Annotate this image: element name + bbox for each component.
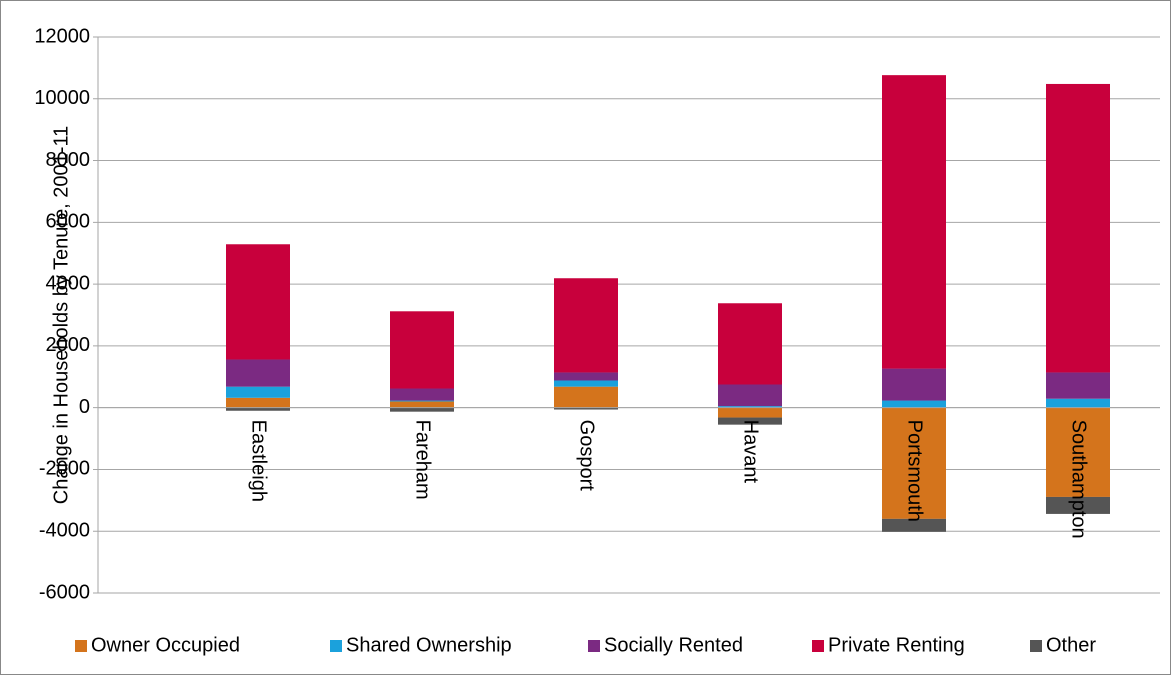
bar-segment xyxy=(718,384,782,407)
bar-segment xyxy=(882,368,946,401)
bar-segment xyxy=(1046,372,1110,399)
x-tick-label: Fareham xyxy=(412,420,434,500)
y-tick-label: -2000 xyxy=(39,458,90,480)
legend-swatch xyxy=(75,640,87,652)
bar-segment xyxy=(718,417,782,425)
bar-segment xyxy=(390,388,454,401)
x-tick-label: Gosport xyxy=(576,420,598,492)
bar-segment xyxy=(390,400,454,402)
y-tick-label: 0 xyxy=(79,396,90,418)
bar-segment xyxy=(226,244,290,360)
legend-swatch xyxy=(588,640,600,652)
bar-segment xyxy=(882,400,946,408)
x-tick-label: Havant xyxy=(740,420,762,484)
legend-label: Shared Ownership xyxy=(346,634,512,656)
legend-label: Owner Occupied xyxy=(91,634,240,656)
bar-segment xyxy=(1046,398,1110,408)
bar-segment xyxy=(882,518,946,532)
bar-segment xyxy=(554,278,618,373)
y-tick-label: 6000 xyxy=(46,211,91,233)
bar-segment xyxy=(718,406,782,408)
y-tick-label: 10000 xyxy=(34,87,90,109)
y-tick-label: -4000 xyxy=(39,520,90,542)
legend-swatch xyxy=(812,640,824,652)
x-tick-label: Eastleigh xyxy=(248,420,270,502)
bar-segment xyxy=(1046,83,1110,373)
legend-label: Private Renting xyxy=(828,634,965,656)
y-tick-label: -6000 xyxy=(39,581,90,603)
x-tick-label: Portsmouth xyxy=(904,420,926,522)
y-tick-label: 4000 xyxy=(46,272,91,294)
bar-segment xyxy=(718,303,782,385)
bar-segment xyxy=(554,407,618,410)
bar-segment xyxy=(390,407,454,412)
bar-segment xyxy=(882,407,946,519)
bar-segment xyxy=(1046,496,1110,514)
bar-segment xyxy=(226,359,290,387)
legend-label: Other xyxy=(1046,634,1096,656)
legend-swatch xyxy=(1030,640,1042,652)
bar-segment xyxy=(554,386,618,408)
bar-segment xyxy=(882,75,946,369)
y-tick-label: 2000 xyxy=(46,334,91,356)
bar-segment xyxy=(390,311,454,389)
bar-segment xyxy=(554,372,618,381)
y-tick-label: 8000 xyxy=(46,149,91,171)
x-tick-label: Southampton xyxy=(1068,420,1090,539)
bar-segment xyxy=(226,397,290,408)
legend-swatch xyxy=(330,640,342,652)
bar-segment xyxy=(718,407,782,418)
bar-segment xyxy=(226,386,290,398)
bar-segment xyxy=(226,407,290,411)
bar-segment xyxy=(554,380,618,387)
y-tick-label: 12000 xyxy=(34,25,90,47)
y-axis-label: Change in Households by Tenure, 2001-11 xyxy=(50,126,72,504)
legend-label: Socially Rented xyxy=(604,634,743,656)
bar-segment xyxy=(390,401,454,408)
bar-segment xyxy=(1046,407,1110,497)
